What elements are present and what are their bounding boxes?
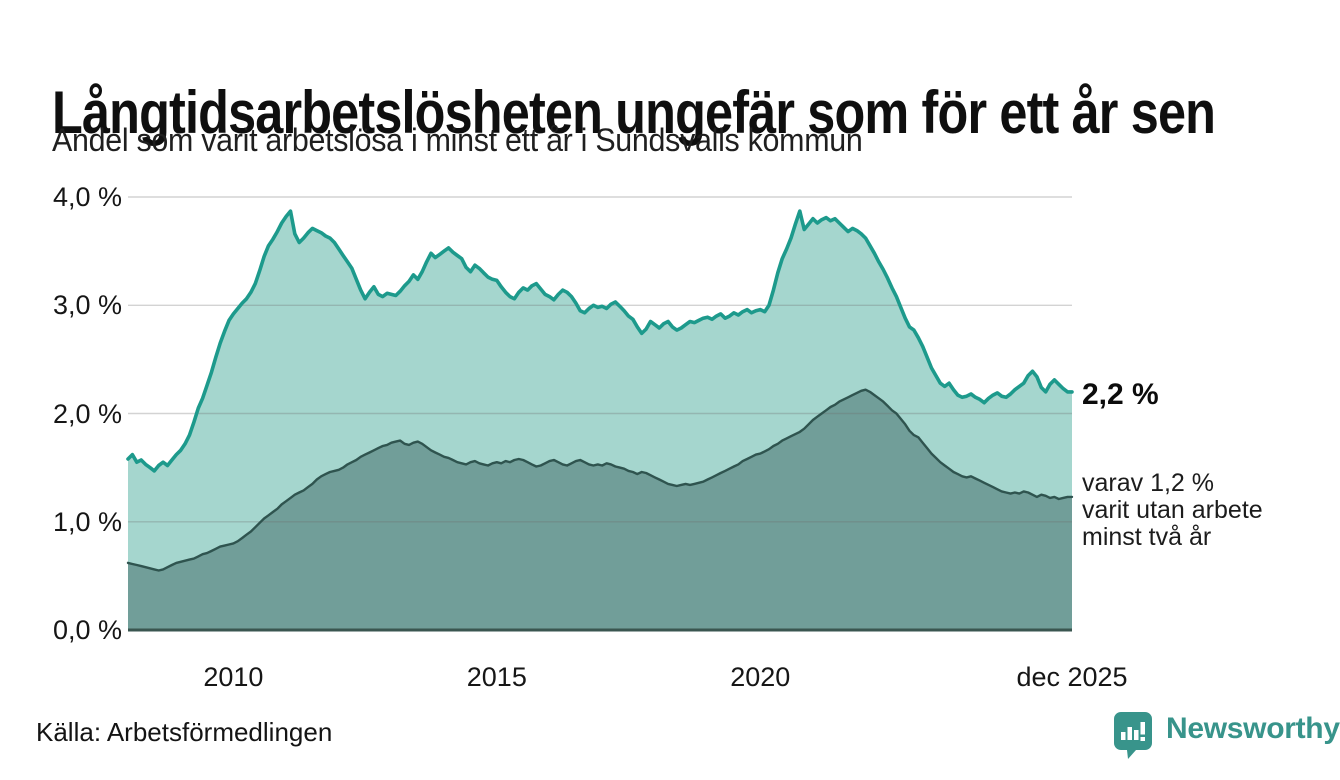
brand-name: Newsworthy [1166, 712, 1340, 745]
y-tick-label: 3,0 % [52, 290, 122, 321]
chart-subtitle: Andel som varit arbetslösa i minst ett å… [52, 122, 863, 158]
secondary-annotation-line-2: varit utan arbete [1082, 496, 1263, 524]
chart-title: Långtidsarbetslösheten ungefär som för e… [52, 79, 1216, 147]
source-caption: Källa: Arbetsförmedlingen [36, 717, 333, 747]
newsworthy-logo[interactable]: Newsworthy [1112, 710, 1340, 760]
y-tick-label: 0,0 % [52, 615, 122, 645]
series-area-minst-tva-ar [128, 389, 1072, 630]
latest-value-label: 2,2 % [1082, 378, 1159, 411]
y-tick-label: 4,0 % [52, 182, 122, 212]
secondary-annotation-line-3: minst två år [1082, 523, 1212, 551]
x-tick-label: dec 2025 [1016, 662, 1128, 692]
y-tick-label: 2,0 % [52, 398, 122, 429]
y-tick-label: 1,0 % [52, 506, 122, 537]
series-line-minst-ett-ar [126, 209, 1074, 473]
secondary-annotation-line-1: varav 1,2 % [1082, 469, 1215, 497]
x-tick-label: 2020 [730, 662, 791, 692]
x-tick-label: 2010 [203, 662, 264, 692]
x-tick-label: 2015 [466, 662, 527, 692]
series-line-minst-tva-ar [126, 388, 1074, 572]
secondary-annotation: varav 1,2 % varit utan arbete minst två … [1082, 470, 1263, 551]
newsworthy-speech-bubble-bar-chart-icon [1114, 712, 1152, 759]
